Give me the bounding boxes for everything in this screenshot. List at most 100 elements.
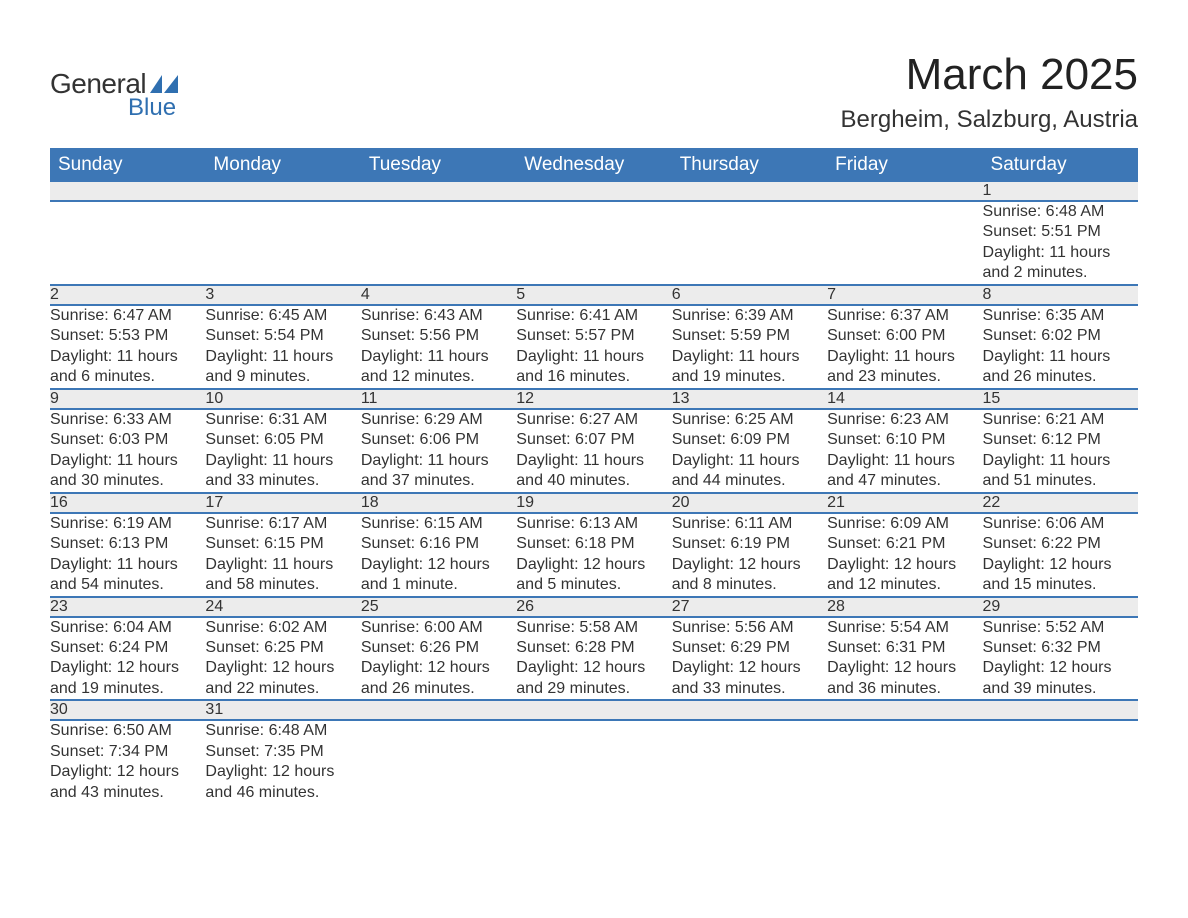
sunset-line: Sunset: 6:13 PM xyxy=(50,534,205,554)
sunset-line: Sunset: 6:32 PM xyxy=(983,638,1138,658)
month-title: March 2025 xyxy=(841,50,1138,100)
day-number-cell: 17 xyxy=(205,493,360,513)
daylight-line: Daylight: 12 hours and 19 minutes. xyxy=(50,658,205,699)
title-block: March 2025 Bergheim, Salzburg, Austria xyxy=(841,50,1138,138)
sunrise-line: Sunrise: 6:23 AM xyxy=(827,410,982,430)
day-number-cell: 24 xyxy=(205,597,360,617)
daylight-line: Daylight: 12 hours and 43 minutes. xyxy=(50,762,205,803)
day-detail-cell xyxy=(516,201,671,285)
sunrise-line: Sunrise: 6:02 AM xyxy=(205,618,360,638)
day-detail-cell: Sunrise: 6:06 AMSunset: 6:22 PMDaylight:… xyxy=(983,513,1138,597)
daylight-line: Daylight: 12 hours and 36 minutes. xyxy=(827,658,982,699)
sunset-line: Sunset: 5:53 PM xyxy=(50,326,205,346)
sunrise-line: Sunrise: 6:31 AM xyxy=(205,410,360,430)
sunrise-line: Sunrise: 6:50 AM xyxy=(50,721,205,741)
day-detail-cell xyxy=(50,201,205,285)
sunrise-line: Sunrise: 6:21 AM xyxy=(983,410,1138,430)
day-header: Tuesday xyxy=(361,148,516,182)
calendar-header-row: SundayMondayTuesdayWednesdayThursdayFrid… xyxy=(50,148,1138,182)
day-number-cell xyxy=(827,182,982,201)
day-number-cell xyxy=(983,700,1138,720)
sunset-line: Sunset: 6:25 PM xyxy=(205,638,360,658)
logo: General Blue xyxy=(50,50,178,122)
sunset-line: Sunset: 6:22 PM xyxy=(983,534,1138,554)
week-detail-row: Sunrise: 6:48 AMSunset: 5:51 PMDaylight:… xyxy=(50,201,1138,285)
day-detail-cell: Sunrise: 6:15 AMSunset: 6:16 PMDaylight:… xyxy=(361,513,516,597)
day-detail-cell: Sunrise: 6:47 AMSunset: 5:53 PMDaylight:… xyxy=(50,305,205,389)
sunrise-line: Sunrise: 6:06 AM xyxy=(983,514,1138,534)
sunrise-line: Sunrise: 5:52 AM xyxy=(983,618,1138,638)
daylight-line: Daylight: 12 hours and 33 minutes. xyxy=(672,658,827,699)
day-detail-cell xyxy=(205,201,360,285)
sunset-line: Sunset: 6:21 PM xyxy=(827,534,982,554)
day-detail-cell: Sunrise: 5:56 AMSunset: 6:29 PMDaylight:… xyxy=(672,617,827,701)
sunset-line: Sunset: 6:15 PM xyxy=(205,534,360,554)
day-number-cell: 22 xyxy=(983,493,1138,513)
day-detail-cell xyxy=(983,720,1138,803)
sunrise-line: Sunrise: 6:35 AM xyxy=(983,306,1138,326)
day-detail-cell: Sunrise: 6:04 AMSunset: 6:24 PMDaylight:… xyxy=(50,617,205,701)
week-daynum-row: 1 xyxy=(50,182,1138,201)
day-number-cell: 29 xyxy=(983,597,1138,617)
day-number-cell: 23 xyxy=(50,597,205,617)
daylight-line: Daylight: 11 hours and 9 minutes. xyxy=(205,347,360,388)
day-number-cell: 18 xyxy=(361,493,516,513)
day-header: Wednesday xyxy=(516,148,671,182)
day-number-cell xyxy=(672,182,827,201)
day-header: Thursday xyxy=(672,148,827,182)
sunset-line: Sunset: 5:57 PM xyxy=(516,326,671,346)
day-detail-cell: Sunrise: 6:11 AMSunset: 6:19 PMDaylight:… xyxy=(672,513,827,597)
day-number-cell xyxy=(516,182,671,201)
day-header: Monday xyxy=(205,148,360,182)
week-detail-row: Sunrise: 6:04 AMSunset: 6:24 PMDaylight:… xyxy=(50,617,1138,701)
day-number-cell: 11 xyxy=(361,389,516,409)
day-detail-cell: Sunrise: 6:33 AMSunset: 6:03 PMDaylight:… xyxy=(50,409,205,493)
sunset-line: Sunset: 6:28 PM xyxy=(516,638,671,658)
day-number-cell: 30 xyxy=(50,700,205,720)
sunset-line: Sunset: 5:56 PM xyxy=(361,326,516,346)
day-number-cell: 26 xyxy=(516,597,671,617)
day-number-cell: 14 xyxy=(827,389,982,409)
daylight-line: Daylight: 11 hours and 30 minutes. xyxy=(50,451,205,492)
day-detail-cell: Sunrise: 5:52 AMSunset: 6:32 PMDaylight:… xyxy=(983,617,1138,701)
sunrise-line: Sunrise: 6:37 AM xyxy=(827,306,982,326)
day-detail-cell: Sunrise: 6:37 AMSunset: 6:00 PMDaylight:… xyxy=(827,305,982,389)
day-number-cell: 28 xyxy=(827,597,982,617)
day-detail-cell: Sunrise: 6:29 AMSunset: 6:06 PMDaylight:… xyxy=(361,409,516,493)
daylight-line: Daylight: 12 hours and 1 minute. xyxy=(361,555,516,596)
day-detail-cell: Sunrise: 5:58 AMSunset: 6:28 PMDaylight:… xyxy=(516,617,671,701)
day-number-cell: 25 xyxy=(361,597,516,617)
day-detail-cell: Sunrise: 6:39 AMSunset: 5:59 PMDaylight:… xyxy=(672,305,827,389)
day-detail-cell: Sunrise: 6:21 AMSunset: 6:12 PMDaylight:… xyxy=(983,409,1138,493)
day-detail-cell: Sunrise: 6:17 AMSunset: 6:15 PMDaylight:… xyxy=(205,513,360,597)
logo-sail-icon xyxy=(150,75,178,93)
sunrise-line: Sunrise: 6:47 AM xyxy=(50,306,205,326)
day-detail-cell: Sunrise: 5:54 AMSunset: 6:31 PMDaylight:… xyxy=(827,617,982,701)
sunrise-line: Sunrise: 6:48 AM xyxy=(205,721,360,741)
day-number-cell: 31 xyxy=(205,700,360,720)
sunrise-line: Sunrise: 6:45 AM xyxy=(205,306,360,326)
sunset-line: Sunset: 6:18 PM xyxy=(516,534,671,554)
daylight-line: Daylight: 11 hours and 19 minutes. xyxy=(672,347,827,388)
day-number-cell: 13 xyxy=(672,389,827,409)
sunset-line: Sunset: 6:24 PM xyxy=(50,638,205,658)
day-detail-cell: Sunrise: 6:50 AMSunset: 7:34 PMDaylight:… xyxy=(50,720,205,803)
location: Bergheim, Salzburg, Austria xyxy=(841,106,1138,134)
header-row: General Blue March 2025 Bergheim, Salzbu… xyxy=(50,50,1138,138)
daylight-line: Daylight: 11 hours and 47 minutes. xyxy=(827,451,982,492)
sunset-line: Sunset: 5:54 PM xyxy=(205,326,360,346)
day-number-cell: 21 xyxy=(827,493,982,513)
daylight-line: Daylight: 12 hours and 22 minutes. xyxy=(205,658,360,699)
daylight-line: Daylight: 11 hours and 54 minutes. xyxy=(50,555,205,596)
daylight-line: Daylight: 11 hours and 58 minutes. xyxy=(205,555,360,596)
day-number-cell: 2 xyxy=(50,285,205,305)
sunrise-line: Sunrise: 6:33 AM xyxy=(50,410,205,430)
daylight-line: Daylight: 11 hours and 44 minutes. xyxy=(672,451,827,492)
day-detail-cell: Sunrise: 6:27 AMSunset: 6:07 PMDaylight:… xyxy=(516,409,671,493)
week-detail-row: Sunrise: 6:33 AMSunset: 6:03 PMDaylight:… xyxy=(50,409,1138,493)
daylight-line: Daylight: 12 hours and 8 minutes. xyxy=(672,555,827,596)
day-detail-cell xyxy=(516,720,671,803)
sunrise-line: Sunrise: 6:27 AM xyxy=(516,410,671,430)
day-number-cell: 3 xyxy=(205,285,360,305)
sunrise-line: Sunrise: 6:48 AM xyxy=(983,202,1138,222)
